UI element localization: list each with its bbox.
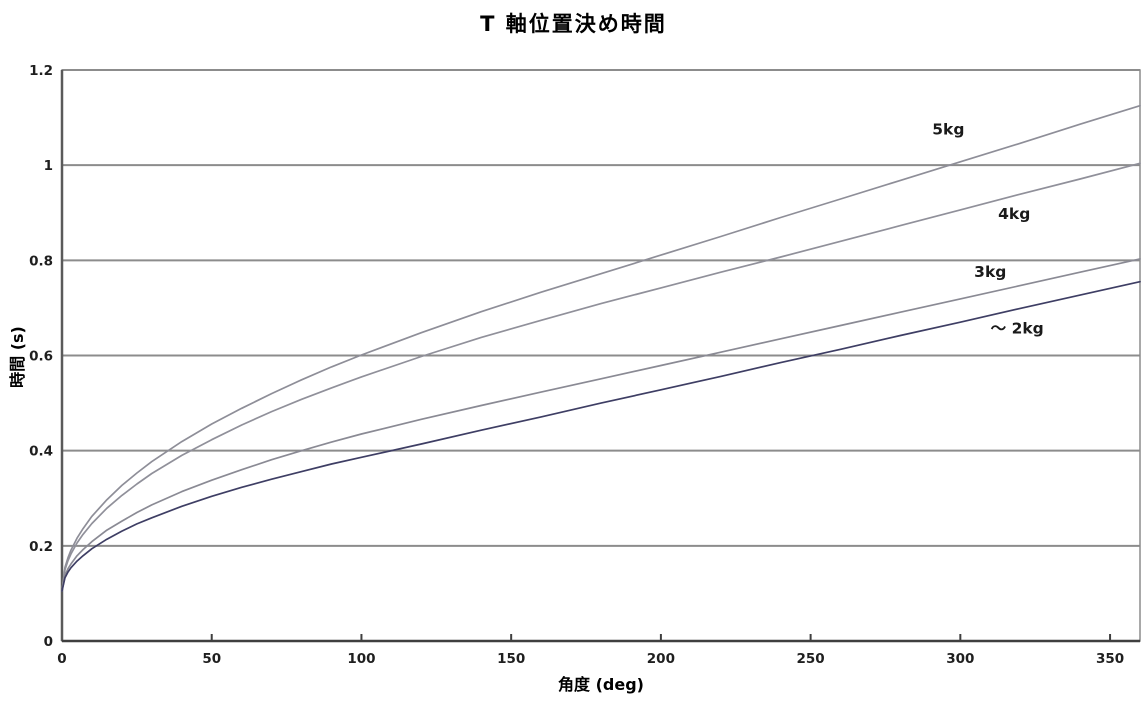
x-tick-label: 350 <box>1096 651 1124 667</box>
x-tick-label: 300 <box>946 651 974 667</box>
series-line-5kg <box>61 104 1141 592</box>
x-tick-label: 150 <box>497 651 525 667</box>
x-tick-label: 200 <box>647 651 675 667</box>
x-axis-label: 角度 (deg) <box>558 675 644 694</box>
y-tick-label: 0.4 <box>29 444 53 460</box>
series-label-5kg: 5kg <box>932 120 964 138</box>
y-tick-label: 0 <box>44 634 53 650</box>
series-label-2kg: ～ 2kg <box>991 319 1044 337</box>
series-label-3kg: 3kg <box>974 263 1006 281</box>
x-tick-label: 250 <box>797 651 825 667</box>
y-tick-label: 1 <box>44 158 53 174</box>
series-line-2kg <box>61 280 1141 592</box>
y-axis-label: 時間 (s) <box>8 326 27 388</box>
series-line-4kg <box>61 162 1141 592</box>
x-tick-label: 0 <box>57 651 66 667</box>
y-tick-label: 0.6 <box>29 349 53 365</box>
x-tick-label: 100 <box>347 651 375 667</box>
y-tick-label: 0.2 <box>29 539 53 555</box>
series-label-4kg: 4kg <box>998 205 1030 223</box>
x-tick-label: 50 <box>202 651 221 667</box>
chart-title: T 軸位置決め時間 <box>480 12 667 36</box>
y-tick-label: 0.8 <box>29 253 53 269</box>
y-tick-label: 1.2 <box>29 63 53 79</box>
series-line-3kg <box>61 258 1141 592</box>
